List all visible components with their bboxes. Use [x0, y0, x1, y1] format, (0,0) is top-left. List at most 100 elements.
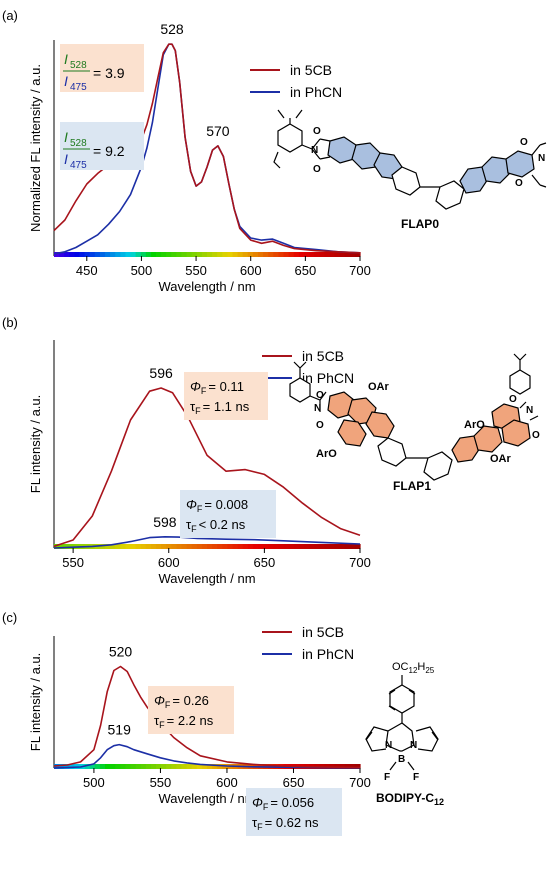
- x-tick-label: 500: [83, 775, 105, 790]
- spectrum-bar-segment: [278, 544, 285, 549]
- qy-box-5cb-c: [148, 686, 234, 734]
- y-axis-label: FL intensity / a.u.: [28, 653, 43, 752]
- spectrum-bar-segment: [89, 764, 96, 769]
- spectrum-bar-segment: [125, 764, 132, 769]
- spectrum-bar-segment: [237, 252, 244, 257]
- spectrum-bar-segment: [309, 252, 315, 257]
- spectrum-bar-segment: [145, 544, 152, 549]
- spectrum-bar-segment: [94, 252, 101, 257]
- spectrum-bar-segment: [105, 764, 111, 769]
- spectrum-bar-segment: [171, 544, 177, 549]
- spectrum-bar-segment: [201, 544, 208, 549]
- x-tick-label: 650: [295, 263, 317, 278]
- panel-label-a: (a): [2, 8, 18, 23]
- spectrum-bar-segment: [288, 252, 295, 257]
- spectrum-bar-segment: [191, 544, 198, 549]
- spectrum-bar-segment: [263, 544, 269, 549]
- spectrum-bar-segment: [94, 764, 101, 769]
- spectrum-bar-segment: [288, 544, 295, 549]
- spectrum-bar-segment: [181, 252, 188, 257]
- spectrum-bar-segment: [268, 544, 274, 549]
- spectrum-bar-segment: [349, 764, 356, 769]
- spectrum-bar-segment: [115, 544, 121, 549]
- spectrum-bar-segment: [156, 764, 162, 769]
- spectrum-bar-segment: [222, 544, 228, 549]
- spectrum-bar-segment: [222, 252, 228, 257]
- spectrum-bar-segment: [354, 764, 361, 769]
- spectrum-bar-segment: [191, 764, 198, 769]
- spectrum-bar-segment: [69, 252, 75, 257]
- spectrum-bar-segment: [115, 252, 121, 257]
- spectrum-bar-segment: [130, 252, 137, 257]
- spectrum-bar-segment: [293, 252, 300, 257]
- qy-box-phcn-b: [180, 490, 276, 538]
- spectrum-bar-segment: [258, 544, 264, 549]
- spectrum-bar-segment: [171, 764, 177, 769]
- spectrum-bar-segment: [196, 544, 203, 549]
- qy-5cb-b-tau-line: τF = 1.1 ns: [190, 399, 250, 416]
- svg-text:N: N: [526, 405, 533, 416]
- x-tick-label: 550: [150, 775, 172, 790]
- spectrum-bar-segment: [196, 764, 203, 769]
- ratio-5cb-i-den: I: [64, 73, 68, 89]
- spectrum-bar-segment: [298, 544, 305, 549]
- qy-5cb-c-phi-line: ΦF = 0.26: [154, 693, 209, 710]
- spectrum-bar-segment: [135, 544, 142, 549]
- spectrum-bar-segment: [135, 252, 142, 257]
- spectrum-bar-segment: [176, 764, 183, 769]
- svg-text:O: O: [520, 137, 528, 148]
- spectrum-bar-segment: [181, 544, 188, 549]
- svg-text:O: O: [313, 164, 321, 175]
- x-tick-label: 600: [158, 555, 180, 570]
- spectrum-bar-segment: [186, 544, 193, 549]
- x-tick-label: 600: [216, 775, 238, 790]
- series-line-5cb: [53, 387, 361, 548]
- spectrum-bar-segment: [74, 252, 81, 257]
- spectrum-bar-segment: [349, 252, 356, 257]
- spectrum-bar-segment: [252, 252, 259, 257]
- spectrum-bar-segment: [232, 544, 239, 549]
- qy-phcn-c-tau-line: τF = 0.62 ns: [252, 815, 319, 832]
- spectrum-bar-segment: [120, 544, 126, 549]
- spectrum-bar-segment: [212, 764, 218, 769]
- spectrum-bar-segment: [207, 252, 213, 257]
- x-axis-label: Wavelength / nm: [158, 571, 255, 586]
- x-tick-label: 650: [254, 555, 276, 570]
- spectrum-bar-segment: [354, 252, 361, 257]
- bodipy-f-left: F: [384, 772, 390, 783]
- spectrum-bar-segment: [125, 544, 132, 549]
- spectrum-bar-segment: [145, 252, 152, 257]
- spectrum-bar-segment: [293, 544, 300, 549]
- spectrum-bar-segment: [130, 764, 137, 769]
- qy-box-5cb-b: [184, 372, 268, 420]
- svg-text:O: O: [515, 178, 523, 189]
- spectrum-bar-segment: [339, 544, 346, 549]
- spectrum-bar-segment: [150, 544, 157, 549]
- spectrum-bar-segment: [329, 544, 336, 549]
- spectrum-bar-segment: [344, 764, 351, 769]
- bodipy-chain: OC12H25: [392, 661, 435, 675]
- flap1-aro-right: ArO: [464, 419, 485, 431]
- peak-label: 570: [206, 123, 230, 139]
- panel-b: (b) 550 600 650 700 Wavelength / nm FL intens…: [2, 315, 540, 586]
- spectrum-bar-segment: [212, 252, 218, 257]
- svg-text:O: O: [316, 390, 324, 401]
- x-tick-label: 550: [62, 555, 84, 570]
- spectrum-bar-segment: [273, 544, 279, 549]
- spectrum-bar-segment: [263, 252, 269, 257]
- spectrum-bar-segment: [161, 764, 167, 769]
- qy-phcn-c-phi-line: ΦF = 0.056: [252, 795, 314, 812]
- molecule-label-flap0: FLAP0: [401, 217, 439, 231]
- plot-c: 500 550 600 650 700 Wavelength / nm FL intensi…: [28, 624, 371, 806]
- series-line-phcn: [53, 536, 361, 549]
- x-tick-label: 450: [76, 263, 98, 278]
- x-tick-label: 700: [349, 263, 371, 278]
- spectrum-bar-segment: [324, 252, 330, 257]
- spectrum-bar-segment: [166, 252, 172, 257]
- spectrum-bar-segment: [59, 252, 65, 257]
- spectrum-bar-segment: [156, 544, 162, 549]
- svg-text:O: O: [509, 394, 517, 405]
- ratio-phcn-value: = 9.2: [93, 143, 125, 159]
- qy-5cb-c-tau-line: τF = 2.2 ns: [154, 713, 214, 730]
